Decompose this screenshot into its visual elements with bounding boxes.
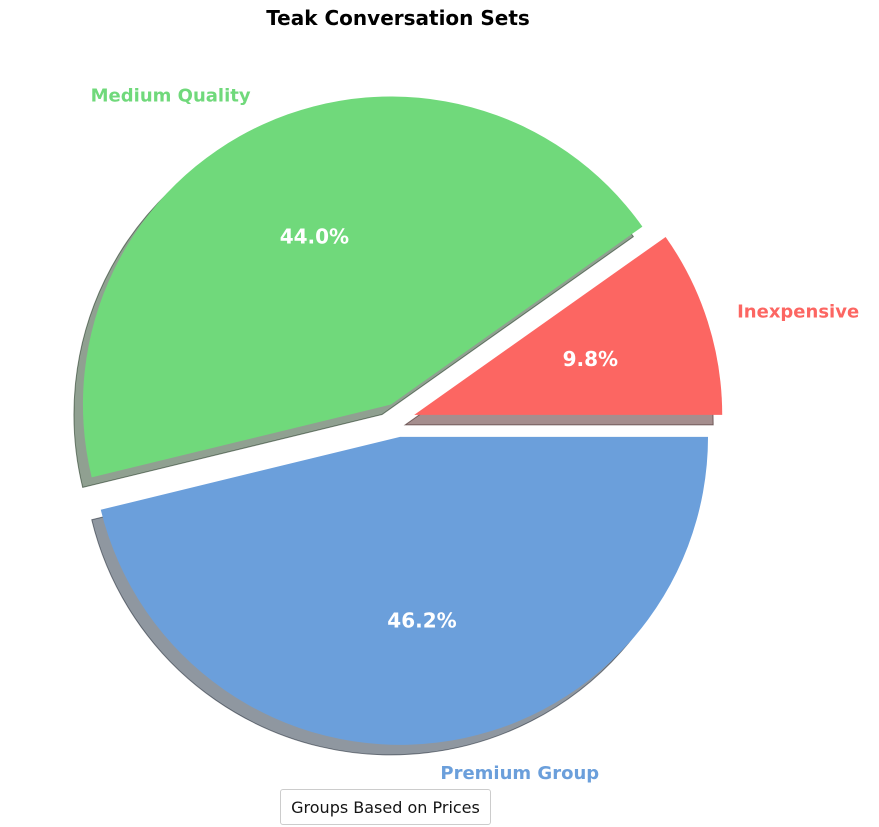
pie-percent-medium-quality: 44.0% [280,224,349,248]
chart-title: Teak Conversation Sets [266,6,530,30]
pie-label-inexpensive: Inexpensive [737,302,859,323]
pie-percent-premium-group: 46.2% [387,608,456,632]
pie-slice-layer [82,96,723,745]
pie-slice-label-layer: Inexpensive Medium Quality Premium Group [91,86,860,784]
legend-title-box: Groups Based on Prices [280,789,491,825]
pie-label-medium-quality: Medium Quality [91,86,251,107]
pie-percent-label-layer: 9.8% 44.0% 46.2% [280,224,618,632]
pie-slice-inexpensive [414,236,723,415]
pie-slice-medium-quality [82,96,643,478]
legend-title: Groups Based on Prices [291,797,480,817]
pie-label-premium-group: Premium Group [440,763,599,784]
pie-percent-inexpensive: 9.8% [563,347,618,371]
pie-slice-premium-group [100,436,709,745]
